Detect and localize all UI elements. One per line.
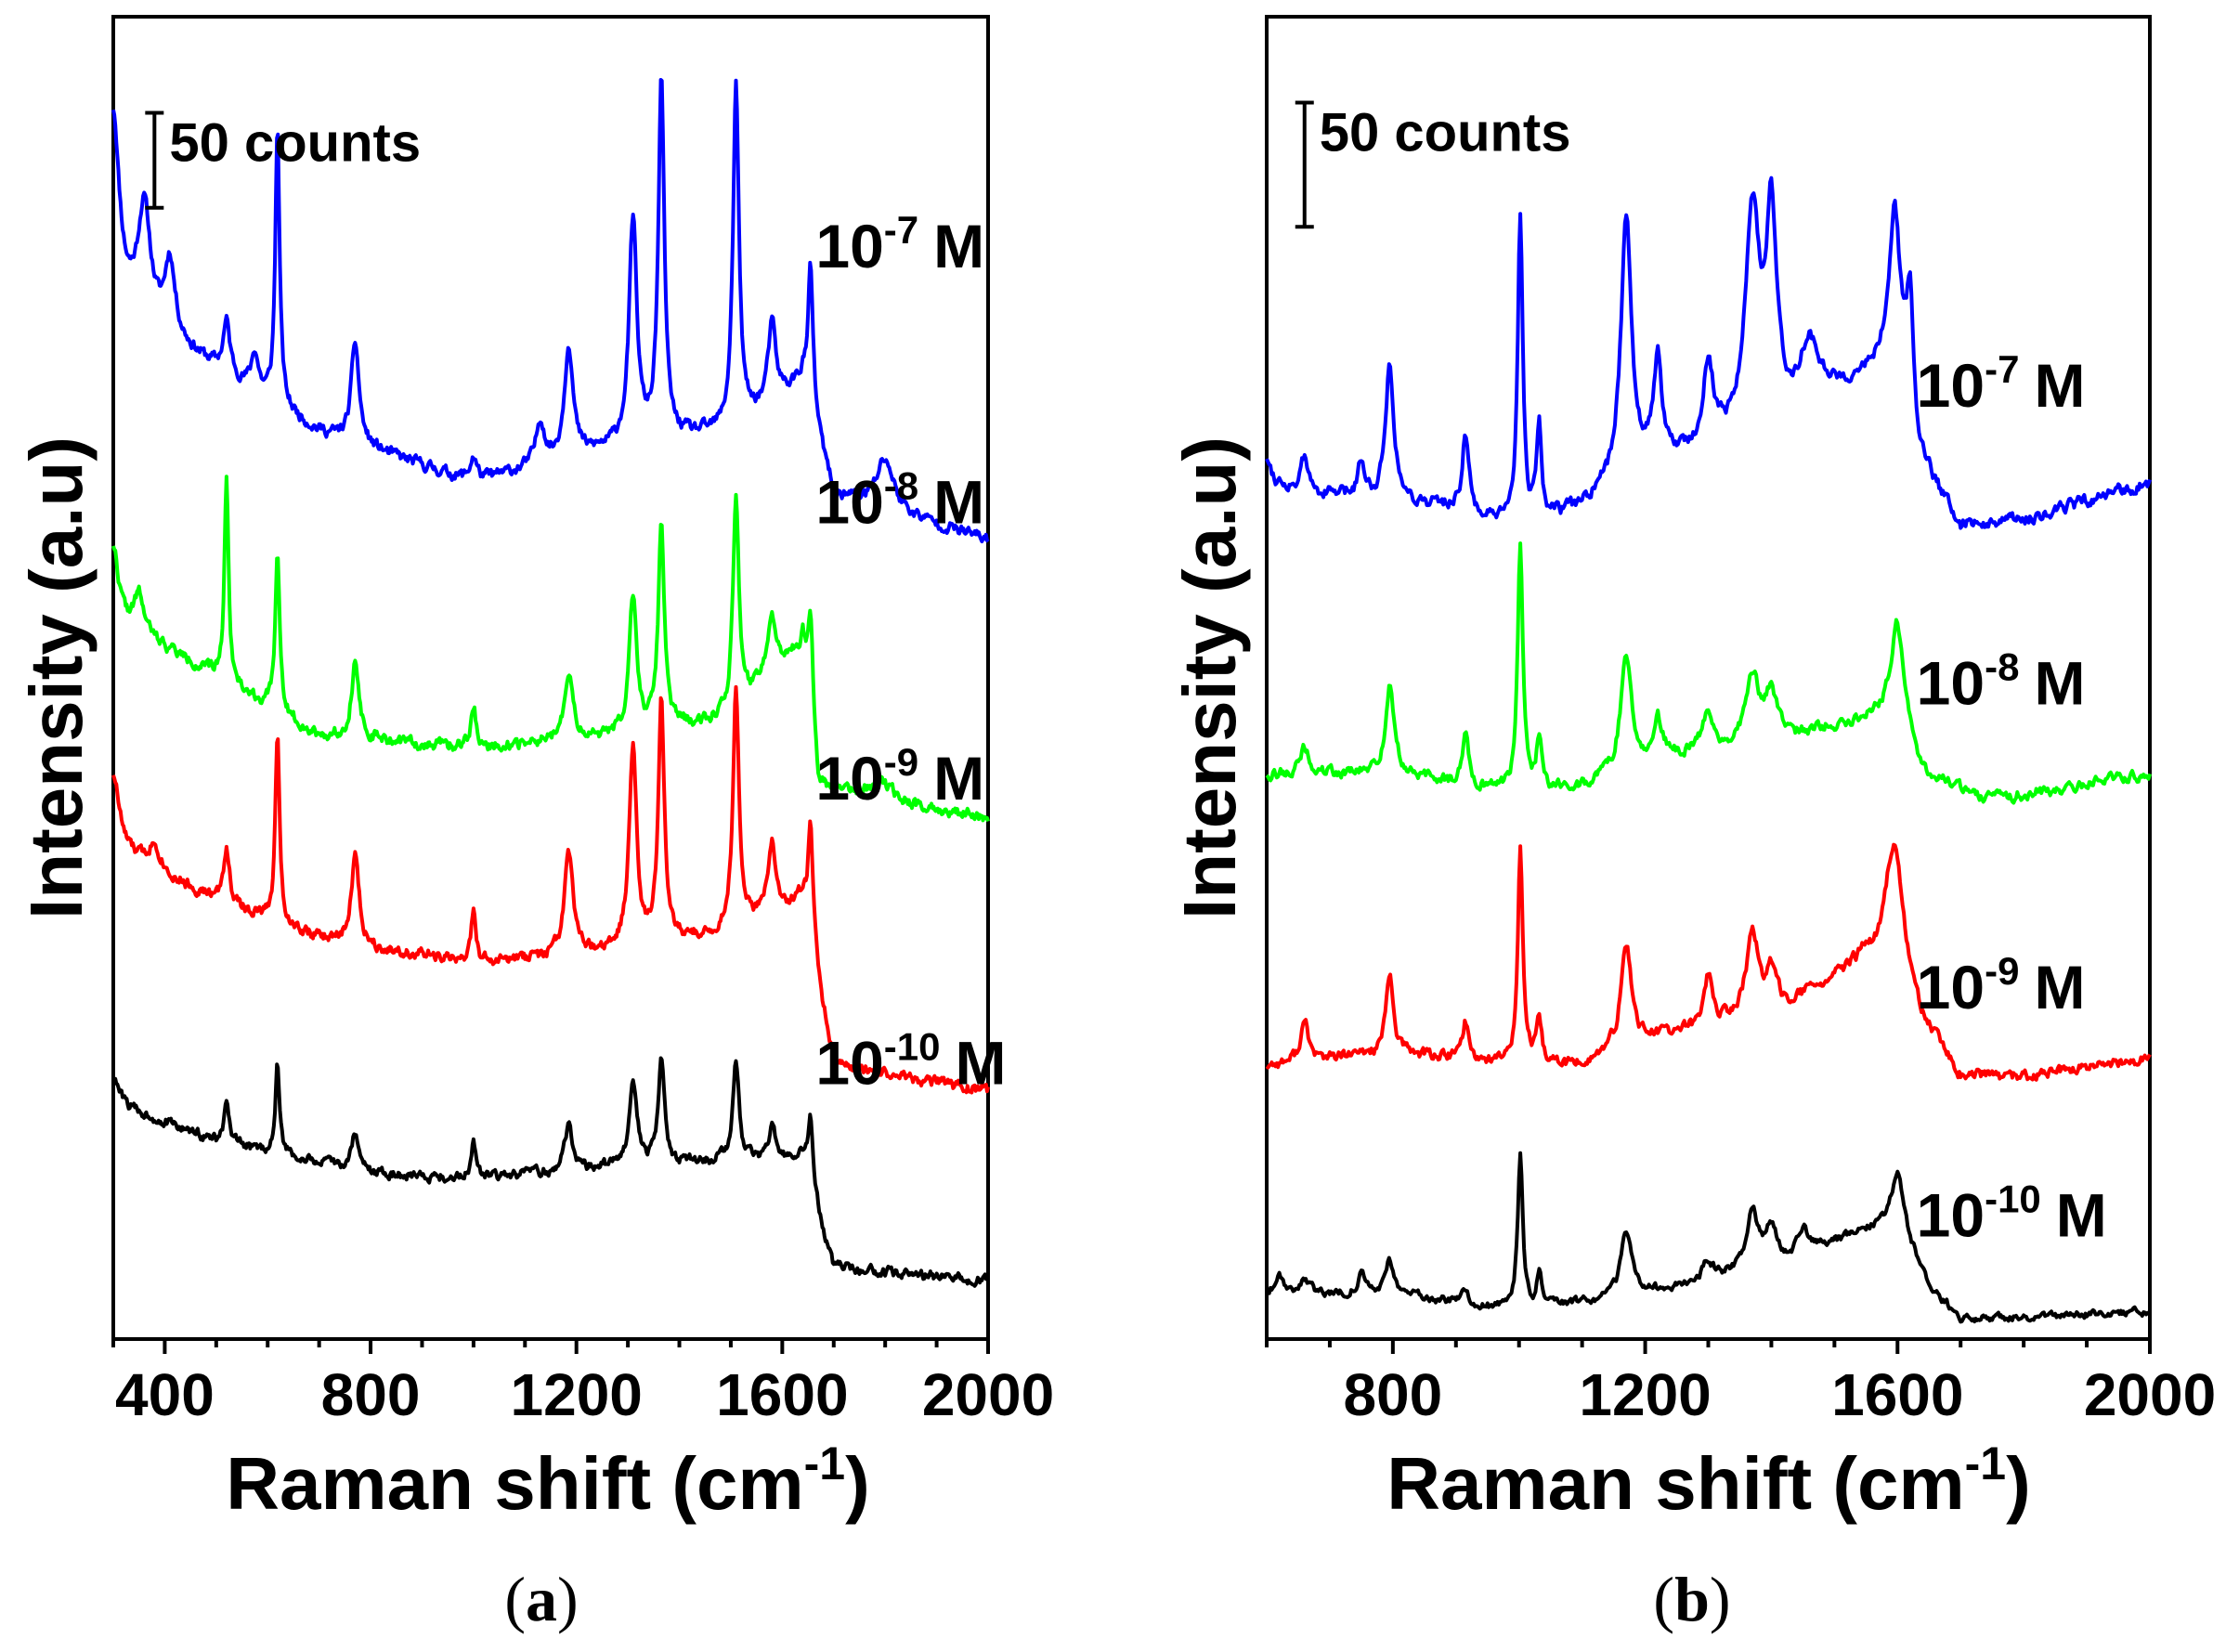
x-tick-label: 1600 — [1831, 1361, 1963, 1428]
series-label-layer: 10-7 M 10-8 M 10-9 M 10-10 M — [1917, 347, 2107, 1249]
spectrum-line-1e-10-m — [1266, 1151, 2152, 1324]
x-tick-label: 2000 — [2084, 1361, 2216, 1428]
concentration-label: 10-10 M — [1917, 1177, 2107, 1249]
spectrum-line-1e-9-m — [111, 684, 990, 1095]
concentration-label: 10-9 M — [1917, 949, 2086, 1021]
x-tick-label: 1200 — [511, 1361, 643, 1428]
panel-b: 10-7 M 10-8 M 10-9 M 10-10 M 50 counts 800 1200 1… — [1168, 15, 2216, 1634]
spectrum-line-1e-7-m — [111, 78, 990, 544]
spectrum-line-1e-7-m — [1265, 176, 2152, 530]
series-layer — [1265, 176, 2152, 1324]
scale-bar-label: 50 counts — [1320, 103, 1571, 163]
concentration-label: 10-8 M — [1917, 644, 2086, 717]
series-label-layer: 10-7 M 10-8 M 10-9 M 10-10 M — [815, 208, 1006, 1098]
spectrum-line-1e-9-m — [1265, 842, 2152, 1082]
concentration-label: 10-9 M — [815, 740, 984, 813]
x-tick-label: 1200 — [1579, 1361, 1711, 1428]
x-tick-label: 1600 — [716, 1361, 848, 1428]
concentration-label: 10-10 M — [815, 1025, 1006, 1098]
spectrum-line-1e-10-m — [111, 1056, 990, 1288]
x-tick-label: 2000 — [922, 1361, 1054, 1428]
panel-caption-a: (a) — [504, 1564, 578, 1634]
x-axis-ticks: 800 1200 1600 2000 — [1265, 1339, 2216, 1428]
series-layer — [111, 78, 990, 1288]
concentration-label: 10-8 M — [815, 463, 984, 536]
concentration-label: 10-7 M — [1917, 347, 2086, 420]
scale-bar: 50 counts — [145, 111, 421, 210]
x-axis-label: Raman shift (cm-1) — [1386, 1437, 2030, 1525]
concentration-label: 10-7 M — [815, 208, 984, 280]
y-axis-label: Intensity (a.u) — [1168, 436, 1251, 919]
y-axis-label: Intensity (a.u) — [15, 436, 98, 919]
scale-bar-label: 50 counts — [169, 112, 421, 173]
scale-bar: 50 counts — [1295, 100, 1571, 229]
x-axis-label: Raman shift (cm-1) — [226, 1437, 869, 1525]
panel-caption-b: (b) — [1653, 1564, 1730, 1634]
x-axis-ticks: 400 800 1200 1600 2000 — [111, 1339, 1054, 1428]
plot-frame — [111, 15, 990, 1341]
spectrum-line-1e-8-m — [1265, 541, 2152, 805]
panel-a: 10-7 M 10-8 M 10-9 M 10-10 M 50 counts 400 800 12… — [15, 15, 1054, 1634]
spectrum-line-1e-8-m — [111, 475, 990, 823]
x-tick-label: 400 — [115, 1361, 215, 1428]
x-tick-label: 800 — [321, 1361, 421, 1428]
x-tick-label: 800 — [1343, 1361, 1442, 1428]
